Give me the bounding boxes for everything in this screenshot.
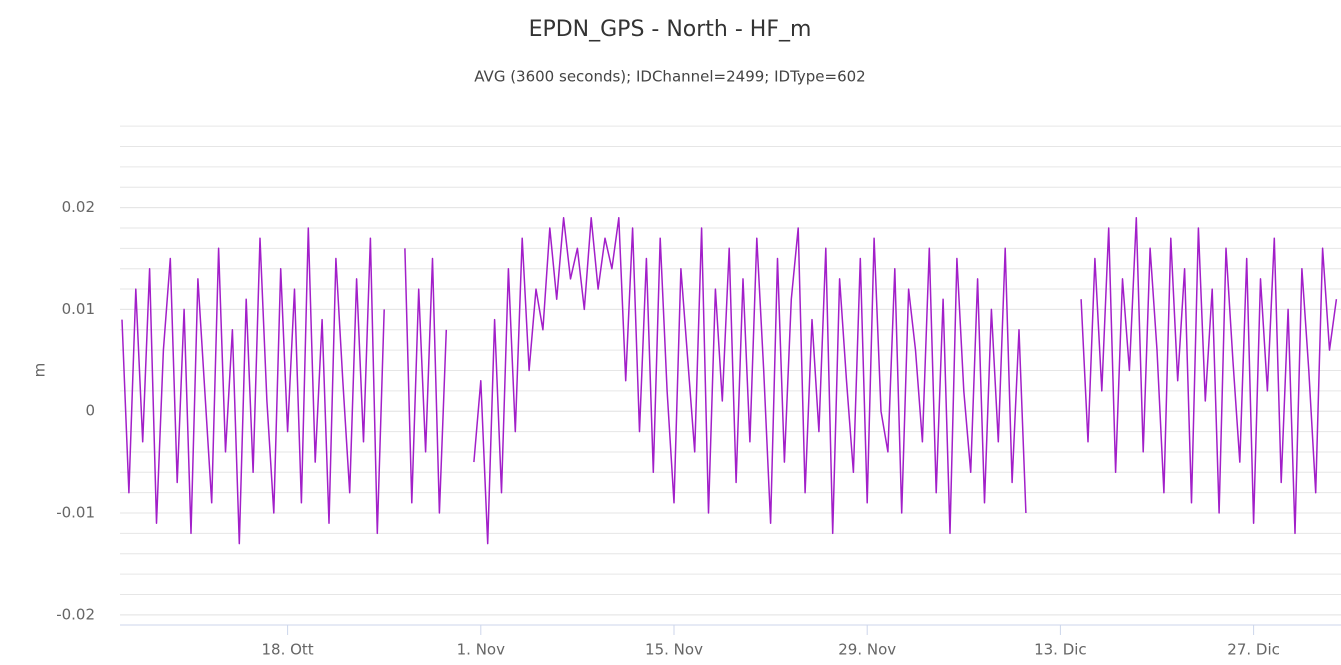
x-tick-label: 27. Dic [1227, 641, 1280, 659]
y-tick-label: 0.01 [62, 300, 95, 318]
x-tick-label: 13. Dic [1034, 641, 1087, 659]
y-axis-label: m [31, 363, 49, 378]
x-tick-label: 29. Nov [838, 641, 896, 659]
chart-subtitle: AVG (3600 seconds); IDChannel=2499; IDTy… [474, 68, 865, 86]
data-line [121, 217, 1338, 545]
chart-title: EPDN_GPS - North - HF_m [529, 17, 812, 42]
y-tick-label: 0 [85, 402, 95, 420]
x-tick-label: 15. Nov [645, 641, 703, 659]
y-tick-label: -0.01 [56, 504, 95, 522]
x-tick-label: 1. Nov [457, 641, 505, 659]
y-tick-label: -0.02 [56, 605, 95, 623]
y-tick-label: 0.02 [62, 198, 95, 216]
x-tick-label: 18. Ott [261, 641, 313, 659]
